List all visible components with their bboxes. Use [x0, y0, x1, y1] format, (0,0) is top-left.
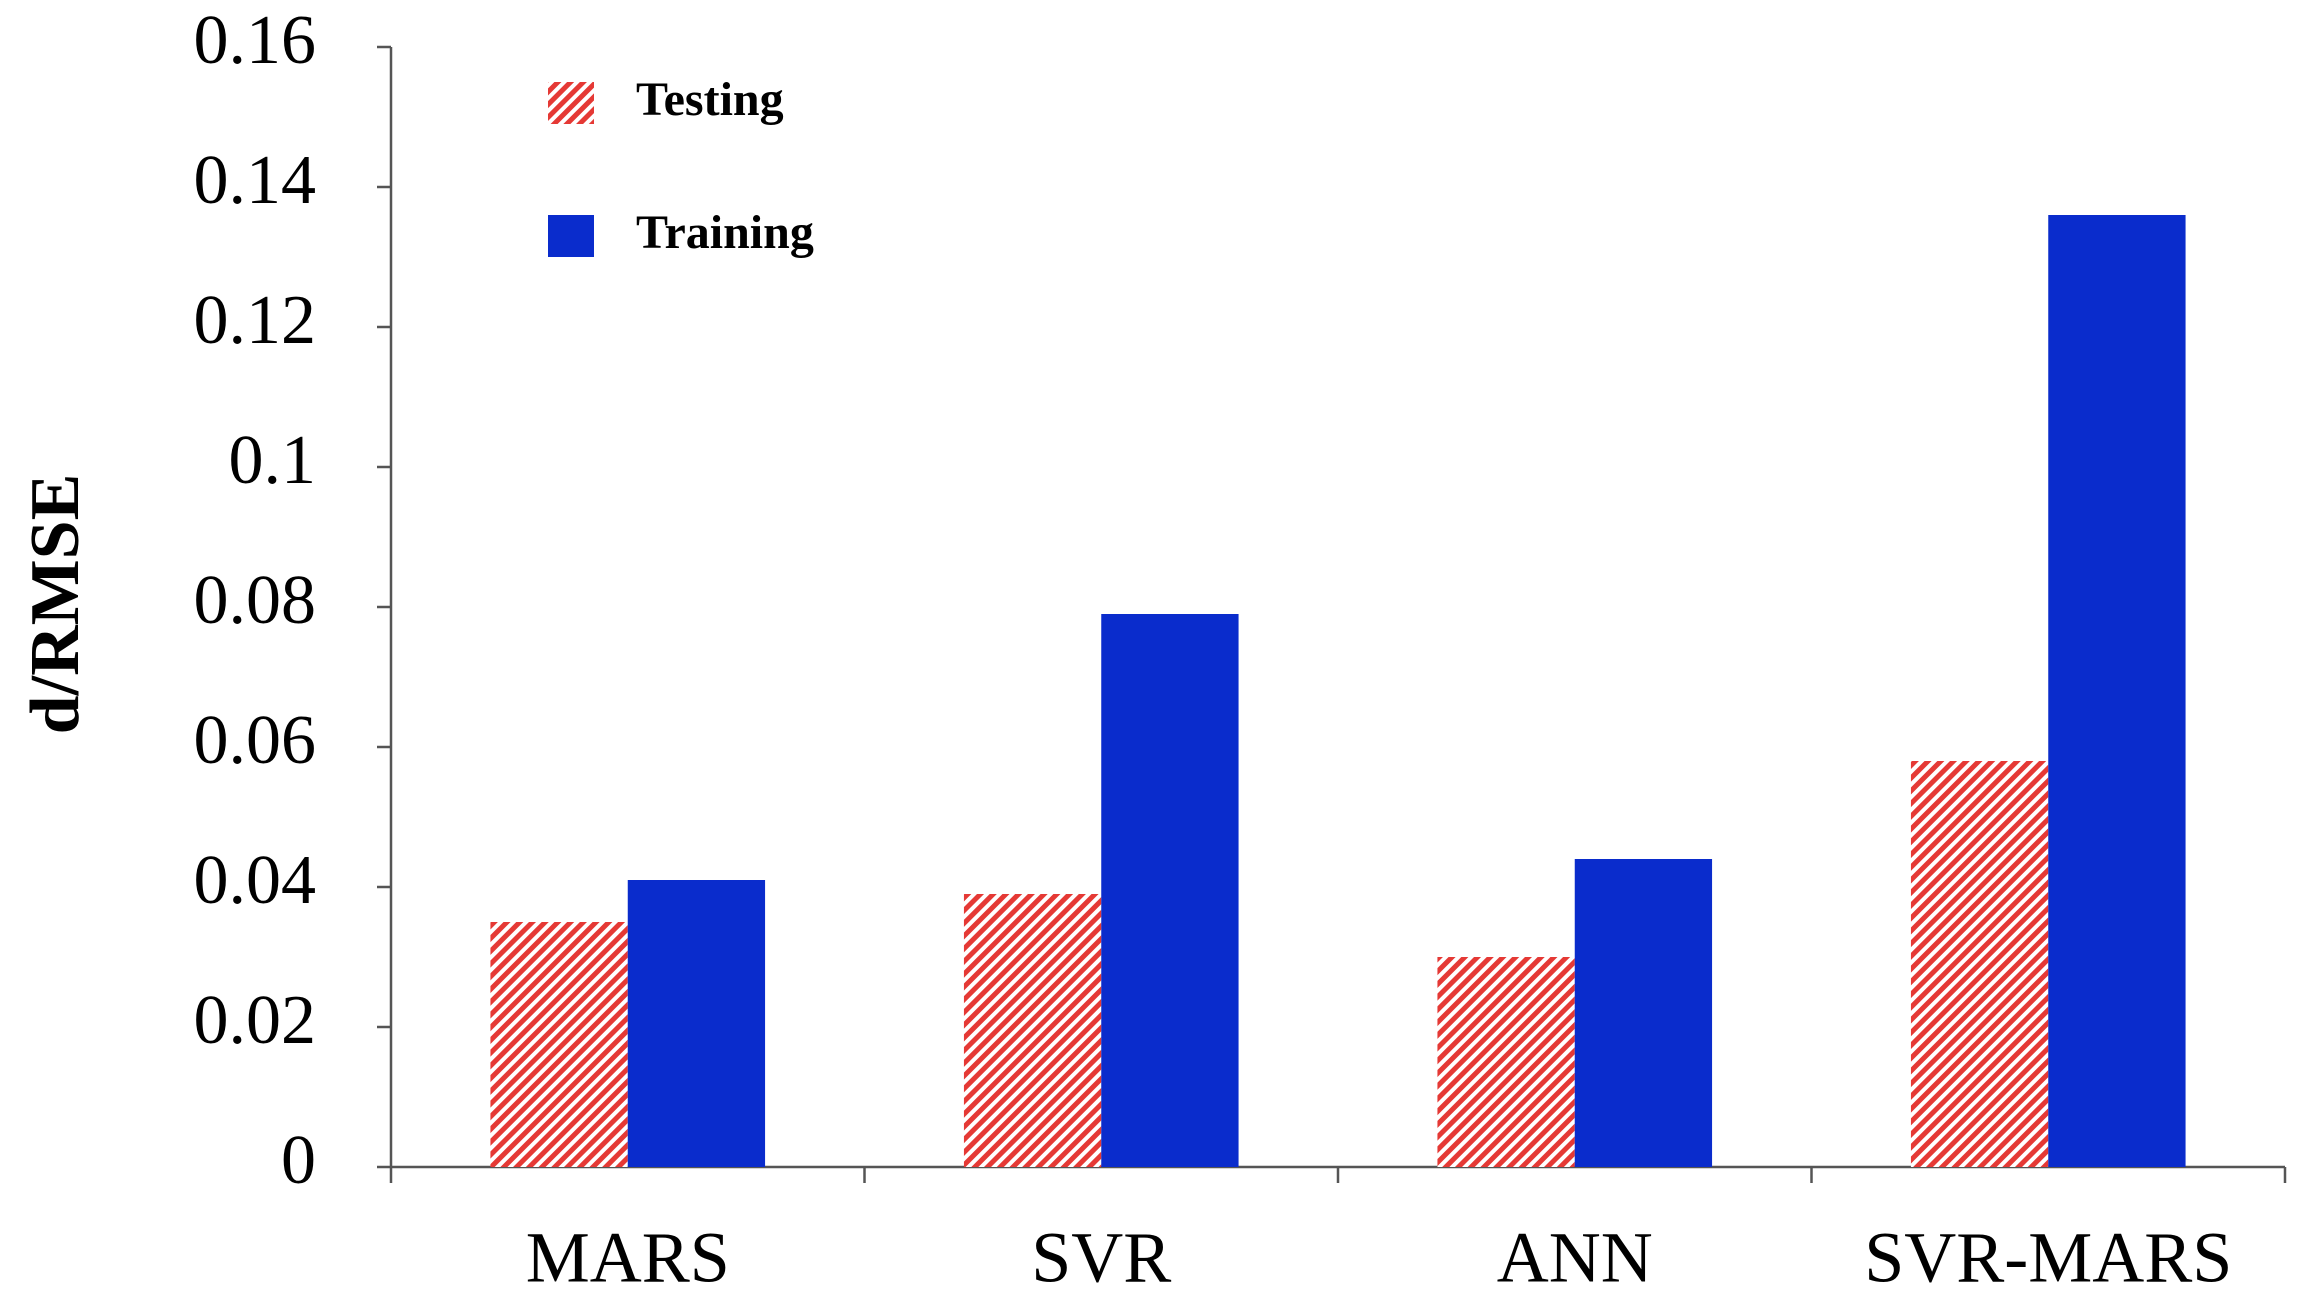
x-tick-label: ANN	[1497, 1218, 1653, 1298]
y-tick-label: 0.12	[194, 282, 317, 359]
y-tick-label: 0.08	[194, 562, 317, 639]
x-tick-label: SVR	[1031, 1218, 1171, 1298]
legend-label: Training	[636, 206, 814, 259]
y-tick-label: 0	[281, 1122, 316, 1199]
y-tick-label: 0.06	[194, 702, 317, 779]
x-tick-label: MARS	[526, 1218, 730, 1298]
bar	[1437, 957, 1575, 1167]
bar	[963, 894, 1102, 1167]
bar	[1101, 614, 1239, 1167]
bar	[627, 880, 766, 1167]
y-tick-label: 0.1	[229, 422, 317, 499]
y-tick-label: 0.14	[194, 142, 317, 219]
x-tick-label: SVR-MARS	[1864, 1218, 2232, 1298]
y-tick-label: 0.02	[194, 982, 317, 1059]
bar	[490, 922, 628, 1167]
bar	[1574, 859, 1713, 1167]
legend-label: Testing	[636, 73, 784, 126]
legend-swatch	[548, 82, 594, 124]
legend-swatch	[548, 215, 594, 257]
y-tick-label: 0.04	[194, 842, 317, 919]
bar	[1910, 761, 2049, 1167]
bar	[2048, 215, 2186, 1167]
y-axis-label: d/RMSE	[17, 474, 94, 735]
y-tick-label: 0.16	[194, 2, 317, 79]
